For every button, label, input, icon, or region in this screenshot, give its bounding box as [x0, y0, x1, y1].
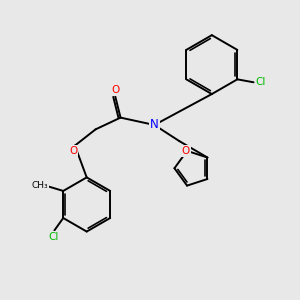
Text: N: N — [150, 118, 159, 131]
Text: Cl: Cl — [256, 77, 266, 87]
Text: Cl: Cl — [49, 232, 59, 242]
Text: CH₃: CH₃ — [32, 181, 48, 190]
Text: O: O — [111, 85, 119, 95]
Text: O: O — [69, 146, 78, 156]
Text: O: O — [182, 146, 190, 156]
